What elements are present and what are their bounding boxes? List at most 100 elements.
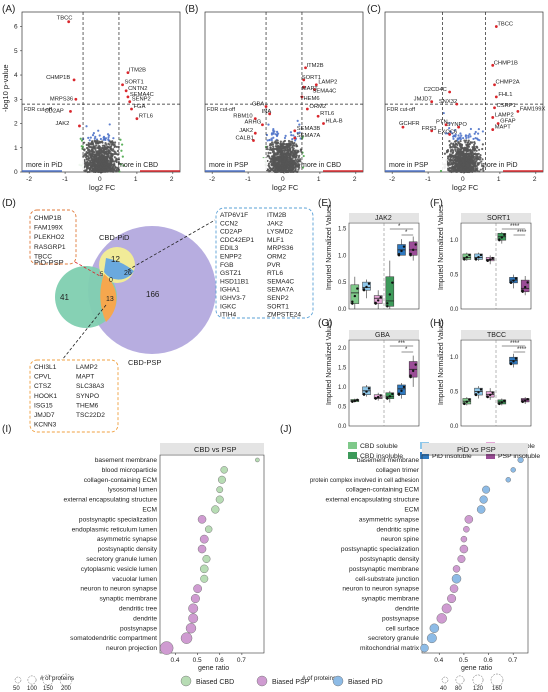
volcano-point (286, 158, 290, 162)
volcano-point (102, 170, 105, 173)
volcano-point (297, 164, 300, 167)
volcano-point (100, 159, 103, 162)
volcano-point (296, 158, 300, 161)
volcano-point (266, 147, 269, 151)
data-point (512, 360, 515, 363)
volcano-point (266, 139, 269, 142)
data-point (500, 401, 504, 404)
volcano-point (287, 139, 291, 143)
volcano-point (474, 130, 477, 134)
volcano-point (466, 165, 470, 168)
gene-name: ATP6V1F (220, 212, 248, 219)
volcano-point (452, 137, 455, 140)
volcano-point (278, 157, 281, 160)
gene-label: SEMA4C (313, 89, 337, 95)
gene-name: CCN2 (220, 220, 238, 227)
y-tick-label: 0.5 (450, 273, 459, 279)
data-point (400, 249, 403, 253)
highlight-point (121, 83, 124, 87)
volcano-point (459, 132, 462, 135)
volcano-point (94, 159, 97, 162)
size-legend-label: 120 (473, 686, 484, 692)
volcano-point (106, 167, 109, 170)
volcano-point (280, 147, 283, 150)
volcano-point (452, 151, 455, 154)
volcano-point (457, 161, 460, 164)
volcano-point (299, 148, 302, 151)
volcano-point (284, 134, 287, 137)
volcano-point (90, 146, 94, 149)
volcano-point (276, 156, 279, 159)
panel-label-d: (D) (2, 198, 16, 209)
volcano-point (459, 138, 462, 141)
volcano-point (443, 152, 447, 155)
data-point (468, 253, 471, 257)
volcano-point (113, 168, 116, 171)
volcano-point (474, 155, 478, 158)
volcano-point (473, 159, 476, 162)
highlight-point (78, 124, 81, 128)
volcano-point (460, 134, 463, 137)
volcano-point (271, 157, 274, 161)
volcano-plot-c: FDR cut-off more in PSP more in PiD -2 -1 0 1 2… (384, 11, 545, 192)
size-legend-label: 150 (43, 686, 54, 692)
volcano-point (269, 160, 272, 163)
highlight-point (496, 122, 500, 125)
boxplot-gba: GBA 0.0 0.5 1.0 1.5 2.0 **** (338, 330, 420, 430)
volcano-point (283, 151, 286, 154)
volcano-point (109, 146, 112, 149)
data-dot (216, 486, 224, 494)
volcano-point (111, 158, 114, 161)
gene-label: LAMP2 (318, 80, 337, 86)
data-point (362, 392, 366, 396)
volcano-point (97, 145, 100, 148)
volcano-plot-b: FDR cut-off more in PSP more in CBD -2 -1 0 1 2… (204, 11, 364, 192)
volcano-point (474, 165, 477, 168)
volcano-point (99, 137, 103, 141)
volcano-point (456, 170, 459, 173)
data-point (488, 393, 492, 397)
category-label: external encapsulating structure (64, 497, 158, 504)
data-point (526, 281, 529, 284)
volcano-point (481, 143, 484, 146)
volcano-point (113, 150, 116, 153)
volcano-point (93, 162, 96, 166)
x-axis-label: log2 FC (452, 183, 479, 192)
gene-name: ENPP2 (220, 254, 242, 261)
data-dot (217, 475, 226, 484)
volcano-point (97, 142, 100, 145)
volcano-point (112, 137, 115, 140)
volcano-point (98, 169, 101, 172)
volcano-point (453, 158, 457, 161)
data-point (365, 285, 368, 289)
size-legend-label: 160 (492, 686, 503, 692)
volcano-point (450, 169, 453, 172)
volcano-point (451, 145, 455, 148)
legend-swatch (486, 452, 495, 459)
volcano-point (451, 132, 454, 135)
volcano-point (86, 151, 89, 154)
volcano-point (287, 153, 290, 157)
y-tick-label: 1.0 (450, 238, 459, 244)
facet-strip (349, 330, 419, 339)
volcano-point (275, 168, 278, 171)
data-dot (199, 564, 209, 574)
volcano-point (466, 170, 469, 173)
volcano-point (96, 146, 99, 150)
volcano-point (299, 137, 302, 140)
volcano-point (270, 143, 273, 146)
highlight-point (516, 109, 520, 113)
volcano-point (446, 150, 450, 153)
volcano-point (87, 143, 90, 147)
volcano-point (464, 166, 467, 169)
volcano-point (107, 139, 110, 142)
x-axis-label: log2 FC (89, 183, 116, 192)
volcano-point (477, 148, 481, 151)
volcano-point (292, 134, 295, 137)
data-point (397, 252, 401, 256)
data-point (402, 385, 406, 389)
gene-name: IGHV3-7 (220, 295, 246, 302)
data-point (526, 397, 529, 401)
data-point (367, 387, 371, 390)
volcano-point (456, 137, 459, 140)
